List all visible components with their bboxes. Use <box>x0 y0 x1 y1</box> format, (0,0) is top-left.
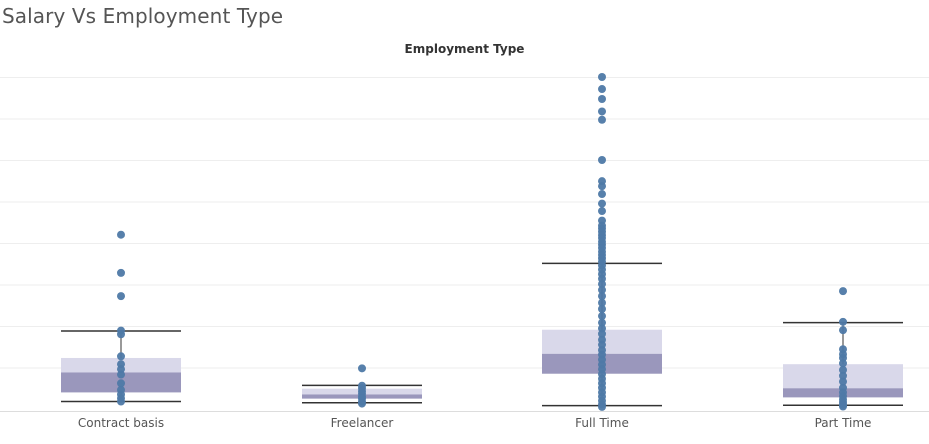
data-point <box>598 285 606 294</box>
data-point <box>598 190 606 199</box>
data-point <box>598 73 606 81</box>
data-point <box>117 352 125 361</box>
data-point <box>839 377 847 386</box>
box-group <box>61 230 181 406</box>
data-point <box>598 280 606 289</box>
box-group <box>783 287 903 411</box>
column-header: Employment Type <box>404 42 525 56</box>
boxplot-chart: Contract basis Freelancer Full Time Part Ti… <box>0 73 929 430</box>
data-point <box>598 402 606 411</box>
data-point <box>358 364 366 373</box>
data-point <box>117 268 125 277</box>
data-point <box>839 402 847 411</box>
data-point <box>598 329 606 338</box>
data-point <box>598 199 606 208</box>
data-point <box>598 318 606 327</box>
data-point <box>598 115 606 124</box>
data-point <box>598 292 606 301</box>
data-point <box>117 230 125 239</box>
gridlines <box>0 77 929 412</box>
data-point <box>839 317 847 326</box>
data-point <box>117 370 125 379</box>
boxplot-series <box>61 73 903 411</box>
data-point <box>598 94 606 103</box>
data-point <box>117 397 125 406</box>
data-point <box>598 207 606 216</box>
data-point <box>117 330 125 339</box>
data-point <box>598 298 606 307</box>
category-label: Contract basis <box>78 416 164 430</box>
box-group <box>542 73 662 411</box>
data-point <box>839 359 847 368</box>
box-group <box>302 364 422 408</box>
data-point <box>598 304 606 313</box>
data-point <box>598 107 606 116</box>
data-point <box>358 399 366 408</box>
data-point <box>598 312 606 321</box>
category-labels: Contract basis Freelancer Full Time Part Ti… <box>78 416 872 430</box>
category-label: Full Time <box>575 416 629 430</box>
data-point <box>839 326 847 335</box>
data-point <box>598 156 606 164</box>
category-label: Part Time <box>815 416 872 430</box>
data-point <box>117 292 125 301</box>
data-point <box>839 371 847 380</box>
data-point <box>839 365 847 374</box>
data-point <box>839 287 847 296</box>
data-point <box>598 85 606 94</box>
chart-title: Salary Vs Employment Type <box>2 4 284 28</box>
data-point <box>117 379 125 388</box>
data-point <box>598 182 606 191</box>
category-label: Freelancer <box>331 416 394 430</box>
